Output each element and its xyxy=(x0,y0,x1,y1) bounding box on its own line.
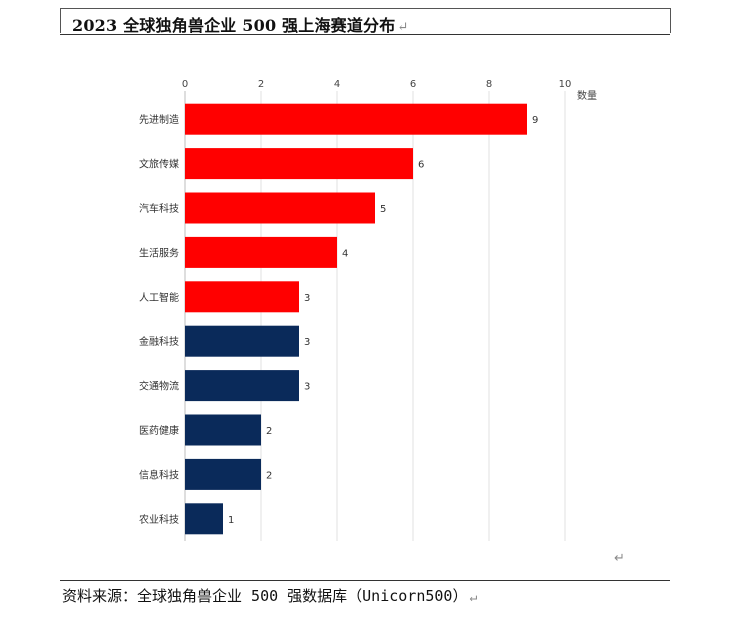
paragraph-mark-icon: ↵ xyxy=(397,20,409,35)
source-note: 资料来源：全球独角兽企业 500 强数据库（Unicorn500） ↵ xyxy=(62,585,477,606)
data-label: 4 xyxy=(342,248,348,259)
data-label: 3 xyxy=(304,337,310,348)
data-label: 3 xyxy=(304,293,310,304)
bar xyxy=(185,281,299,313)
data-label: 3 xyxy=(304,382,310,393)
bar xyxy=(185,503,223,535)
bar xyxy=(185,192,375,224)
bar xyxy=(185,414,261,446)
x-tick-label: 8 xyxy=(486,79,492,90)
category-label: 交通物流 xyxy=(139,380,179,393)
page-frame-top xyxy=(60,8,670,9)
bar xyxy=(185,325,299,357)
x-tick-label: 2 xyxy=(258,79,264,90)
bar-chart: 0 2 4 6 8 10 数量先进制造 9 文旅传媒 6 汽车科技 5 生活服务 4 人工智能 3 金融科技 3 交… xyxy=(120,75,620,560)
data-label: 2 xyxy=(266,426,272,437)
x-tick-label: 4 xyxy=(334,79,340,90)
page-frame-left xyxy=(60,8,61,33)
x-tick-label: 0 xyxy=(182,79,188,90)
bar xyxy=(185,370,299,402)
category-label: 医药健康 xyxy=(139,424,179,437)
bar xyxy=(185,458,261,490)
category-label: 汽车科技 xyxy=(139,202,179,215)
x-tick-label: 10 xyxy=(559,79,572,90)
paragraph-mark-icon-chart: ↵ xyxy=(614,551,625,566)
x-axis-title: 数量 xyxy=(577,89,597,102)
category-label: 文旅传媒 xyxy=(139,158,179,171)
title-row: 2023 全球独角兽企业 500 强上海赛道分布 ↵ xyxy=(60,12,670,35)
bar xyxy=(185,236,337,268)
bar xyxy=(185,148,413,180)
data-label: 5 xyxy=(380,204,386,215)
category-label: 农业科技 xyxy=(139,513,179,526)
category-label: 生活服务 xyxy=(139,246,179,259)
chart-caption: 2023 全球独角兽企业 500 强上海赛道分布 ↵ xyxy=(72,12,409,36)
bar xyxy=(185,103,527,135)
category-label: 先进制造 xyxy=(139,113,179,126)
source-text: 资料来源：全球独角兽企业 500 强数据库（Unicorn500） xyxy=(62,587,468,605)
page-frame-right xyxy=(670,8,671,33)
x-tick-label: 6 xyxy=(410,79,416,90)
category-label: 金融科技 xyxy=(139,335,179,348)
data-label: 6 xyxy=(418,160,424,171)
category-label: 信息科技 xyxy=(139,468,179,481)
data-label: 2 xyxy=(266,470,272,481)
category-label: 人工智能 xyxy=(139,291,179,304)
caption-text: 2023 全球独角兽企业 500 强上海赛道分布 xyxy=(72,16,396,35)
data-label: 9 xyxy=(532,115,538,126)
footer-rule xyxy=(60,580,670,581)
data-label: 1 xyxy=(228,515,234,526)
paragraph-mark-icon-footer: ↵ xyxy=(469,590,478,605)
